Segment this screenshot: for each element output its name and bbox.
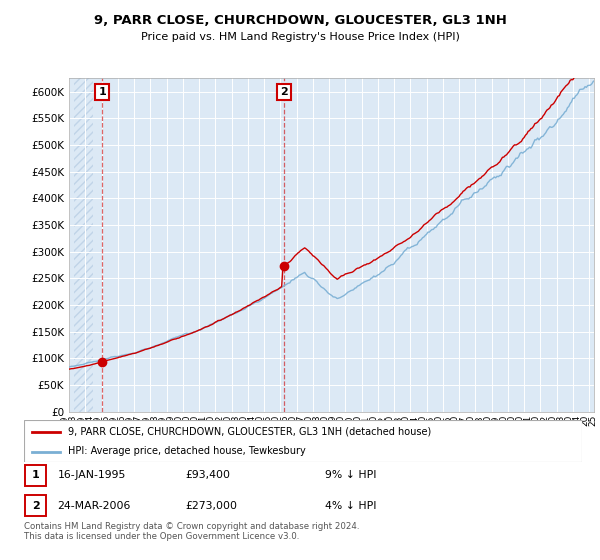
- Text: Price paid vs. HM Land Registry's House Price Index (HPI): Price paid vs. HM Land Registry's House …: [140, 32, 460, 43]
- Text: 4% ↓ HPI: 4% ↓ HPI: [325, 501, 377, 511]
- Text: £273,000: £273,000: [186, 501, 238, 511]
- Text: 9% ↓ HPI: 9% ↓ HPI: [325, 470, 377, 480]
- Bar: [25, 465, 46, 486]
- Text: £93,400: £93,400: [186, 470, 231, 480]
- Text: 24-MAR-2006: 24-MAR-2006: [58, 501, 131, 511]
- Text: 9, PARR CLOSE, CHURCHDOWN, GLOUCESTER, GL3 1NH: 9, PARR CLOSE, CHURCHDOWN, GLOUCESTER, G…: [94, 14, 506, 27]
- Text: 1: 1: [32, 470, 40, 480]
- Text: 2: 2: [32, 501, 40, 511]
- Text: HPI: Average price, detached house, Tewkesbury: HPI: Average price, detached house, Tewk…: [68, 446, 305, 456]
- Text: 2: 2: [280, 87, 288, 97]
- Text: 1: 1: [98, 87, 106, 97]
- Text: 16-JAN-1995: 16-JAN-1995: [58, 470, 126, 480]
- Text: 9, PARR CLOSE, CHURCHDOWN, GLOUCESTER, GL3 1NH (detached house): 9, PARR CLOSE, CHURCHDOWN, GLOUCESTER, G…: [68, 427, 431, 437]
- Text: Contains HM Land Registry data © Crown copyright and database right 2024.
This d: Contains HM Land Registry data © Crown c…: [24, 522, 359, 542]
- Bar: [25, 496, 46, 516]
